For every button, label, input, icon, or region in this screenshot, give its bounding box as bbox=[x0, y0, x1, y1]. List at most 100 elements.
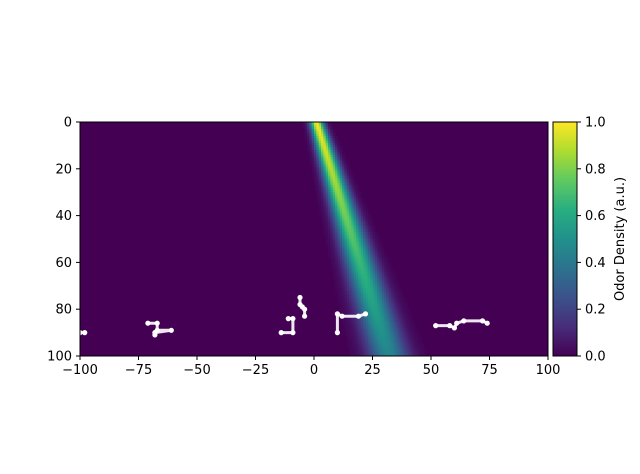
heatmap-cell bbox=[381, 285, 385, 289]
heatmap-cell bbox=[356, 241, 359, 245]
heatmap-cell bbox=[332, 147, 336, 151]
heatmap-cell bbox=[363, 271, 366, 275]
heatmap-cell bbox=[335, 192, 338, 195]
heatmap-cell bbox=[363, 288, 366, 291]
heatmap-cell bbox=[372, 348, 376, 352]
heatmap-cell bbox=[360, 239, 364, 242]
heatmap-cell bbox=[398, 304, 401, 308]
heatmap-cell bbox=[363, 292, 366, 296]
heatmap-cell bbox=[335, 231, 338, 235]
heatmap-cell bbox=[363, 276, 366, 280]
heatmap-cell bbox=[342, 154, 345, 158]
heatmap-cell bbox=[363, 327, 366, 331]
heatmap-cell bbox=[342, 208, 345, 212]
y-tick-label: 0 bbox=[64, 116, 72, 131]
heatmap-cell bbox=[332, 173, 336, 177]
heatmap-cell bbox=[402, 348, 406, 352]
heatmap-cell bbox=[360, 206, 364, 209]
trajectory-point bbox=[334, 330, 340, 336]
heatmap-cell bbox=[360, 281, 364, 284]
heatmap-cell bbox=[349, 260, 352, 263]
heatmap-cell bbox=[344, 222, 348, 226]
heatmap-cell bbox=[379, 285, 383, 289]
heatmap-cell bbox=[374, 250, 378, 254]
heatmap-cell bbox=[332, 189, 336, 193]
heatmap-cell bbox=[337, 159, 341, 163]
heatmap-cell bbox=[332, 248, 336, 252]
heatmap-cell bbox=[339, 161, 343, 165]
heatmap-cell bbox=[367, 311, 371, 315]
heatmap-cell bbox=[321, 164, 324, 167]
heatmap-cell bbox=[381, 332, 385, 336]
heatmap-cell bbox=[323, 189, 327, 193]
heatmap-cell bbox=[398, 318, 401, 322]
heatmap-cell bbox=[325, 208, 329, 212]
heatmap-cell bbox=[358, 236, 362, 240]
heatmap-cell bbox=[353, 281, 357, 284]
heatmap-cell bbox=[360, 203, 364, 207]
heatmap-cell bbox=[414, 332, 418, 336]
heatmap-cell bbox=[360, 274, 364, 277]
heatmap-cell bbox=[381, 320, 385, 324]
heatmap-cell bbox=[337, 220, 341, 224]
heatmap-cell bbox=[332, 250, 336, 254]
heatmap-cell bbox=[346, 208, 350, 212]
heatmap-cell bbox=[323, 215, 327, 219]
heatmap-cell bbox=[423, 348, 427, 352]
heatmap-cell bbox=[309, 147, 313, 151]
heatmap-cell bbox=[306, 147, 310, 151]
heatmap-cell bbox=[360, 236, 364, 240]
heatmap-cell bbox=[398, 297, 401, 301]
heatmap-cell bbox=[325, 227, 329, 231]
heatmap-cell bbox=[332, 196, 336, 200]
heatmap-cell bbox=[412, 344, 416, 348]
heatmap-cell bbox=[395, 348, 399, 352]
heatmap-cell bbox=[395, 320, 399, 324]
heatmap-cell bbox=[412, 332, 416, 336]
heatmap-cell bbox=[325, 173, 329, 177]
colorbar-gradient bbox=[552, 121, 578, 357]
heatmap-cell bbox=[372, 346, 376, 350]
heatmap-cell bbox=[309, 122, 313, 125]
heatmap-cell bbox=[335, 246, 338, 249]
heatmap-cell bbox=[304, 136, 308, 139]
heatmap-cell bbox=[384, 346, 387, 350]
heatmap-cell bbox=[386, 304, 390, 308]
heatmap-cell bbox=[330, 248, 334, 252]
heatmap-cell bbox=[377, 250, 380, 254]
heatmap-cell bbox=[386, 262, 390, 266]
heatmap-cell bbox=[356, 243, 359, 247]
heatmap-cell bbox=[353, 302, 357, 305]
heatmap-cell bbox=[365, 260, 369, 263]
heatmap-cell bbox=[335, 262, 338, 266]
heatmap-cell bbox=[314, 173, 317, 177]
heatmap-cell bbox=[351, 337, 355, 341]
heatmap-cell bbox=[381, 353, 385, 356]
heatmap-cell bbox=[353, 299, 357, 303]
heatmap-cell bbox=[372, 344, 376, 348]
heatmap-cell bbox=[335, 236, 338, 240]
heatmap-cell bbox=[302, 122, 306, 125]
y-tick-label: 60 bbox=[55, 256, 72, 271]
heatmap-cell bbox=[407, 353, 411, 356]
heatmap-cell bbox=[391, 327, 394, 331]
heatmap-cell bbox=[339, 145, 343, 149]
heatmap-cell bbox=[363, 295, 366, 298]
heatmap-cell bbox=[409, 318, 413, 322]
heatmap-cell bbox=[393, 323, 397, 326]
heatmap-cell bbox=[351, 182, 355, 186]
heatmap-cell bbox=[358, 246, 362, 249]
heatmap-cell bbox=[342, 239, 345, 242]
heatmap-cell bbox=[309, 126, 313, 130]
heatmap-cell bbox=[370, 281, 373, 284]
x-tick-label: 0 bbox=[310, 363, 318, 378]
heatmap-cell bbox=[337, 175, 341, 179]
trajectory-point bbox=[154, 320, 160, 326]
heatmap-cell bbox=[332, 278, 336, 282]
heatmap-cell bbox=[386, 309, 390, 312]
heatmap-cell bbox=[356, 295, 359, 298]
heatmap-cell bbox=[309, 150, 313, 153]
heatmap-cell bbox=[323, 194, 327, 198]
heatmap-cell bbox=[349, 311, 352, 315]
heatmap-cell bbox=[321, 154, 324, 158]
